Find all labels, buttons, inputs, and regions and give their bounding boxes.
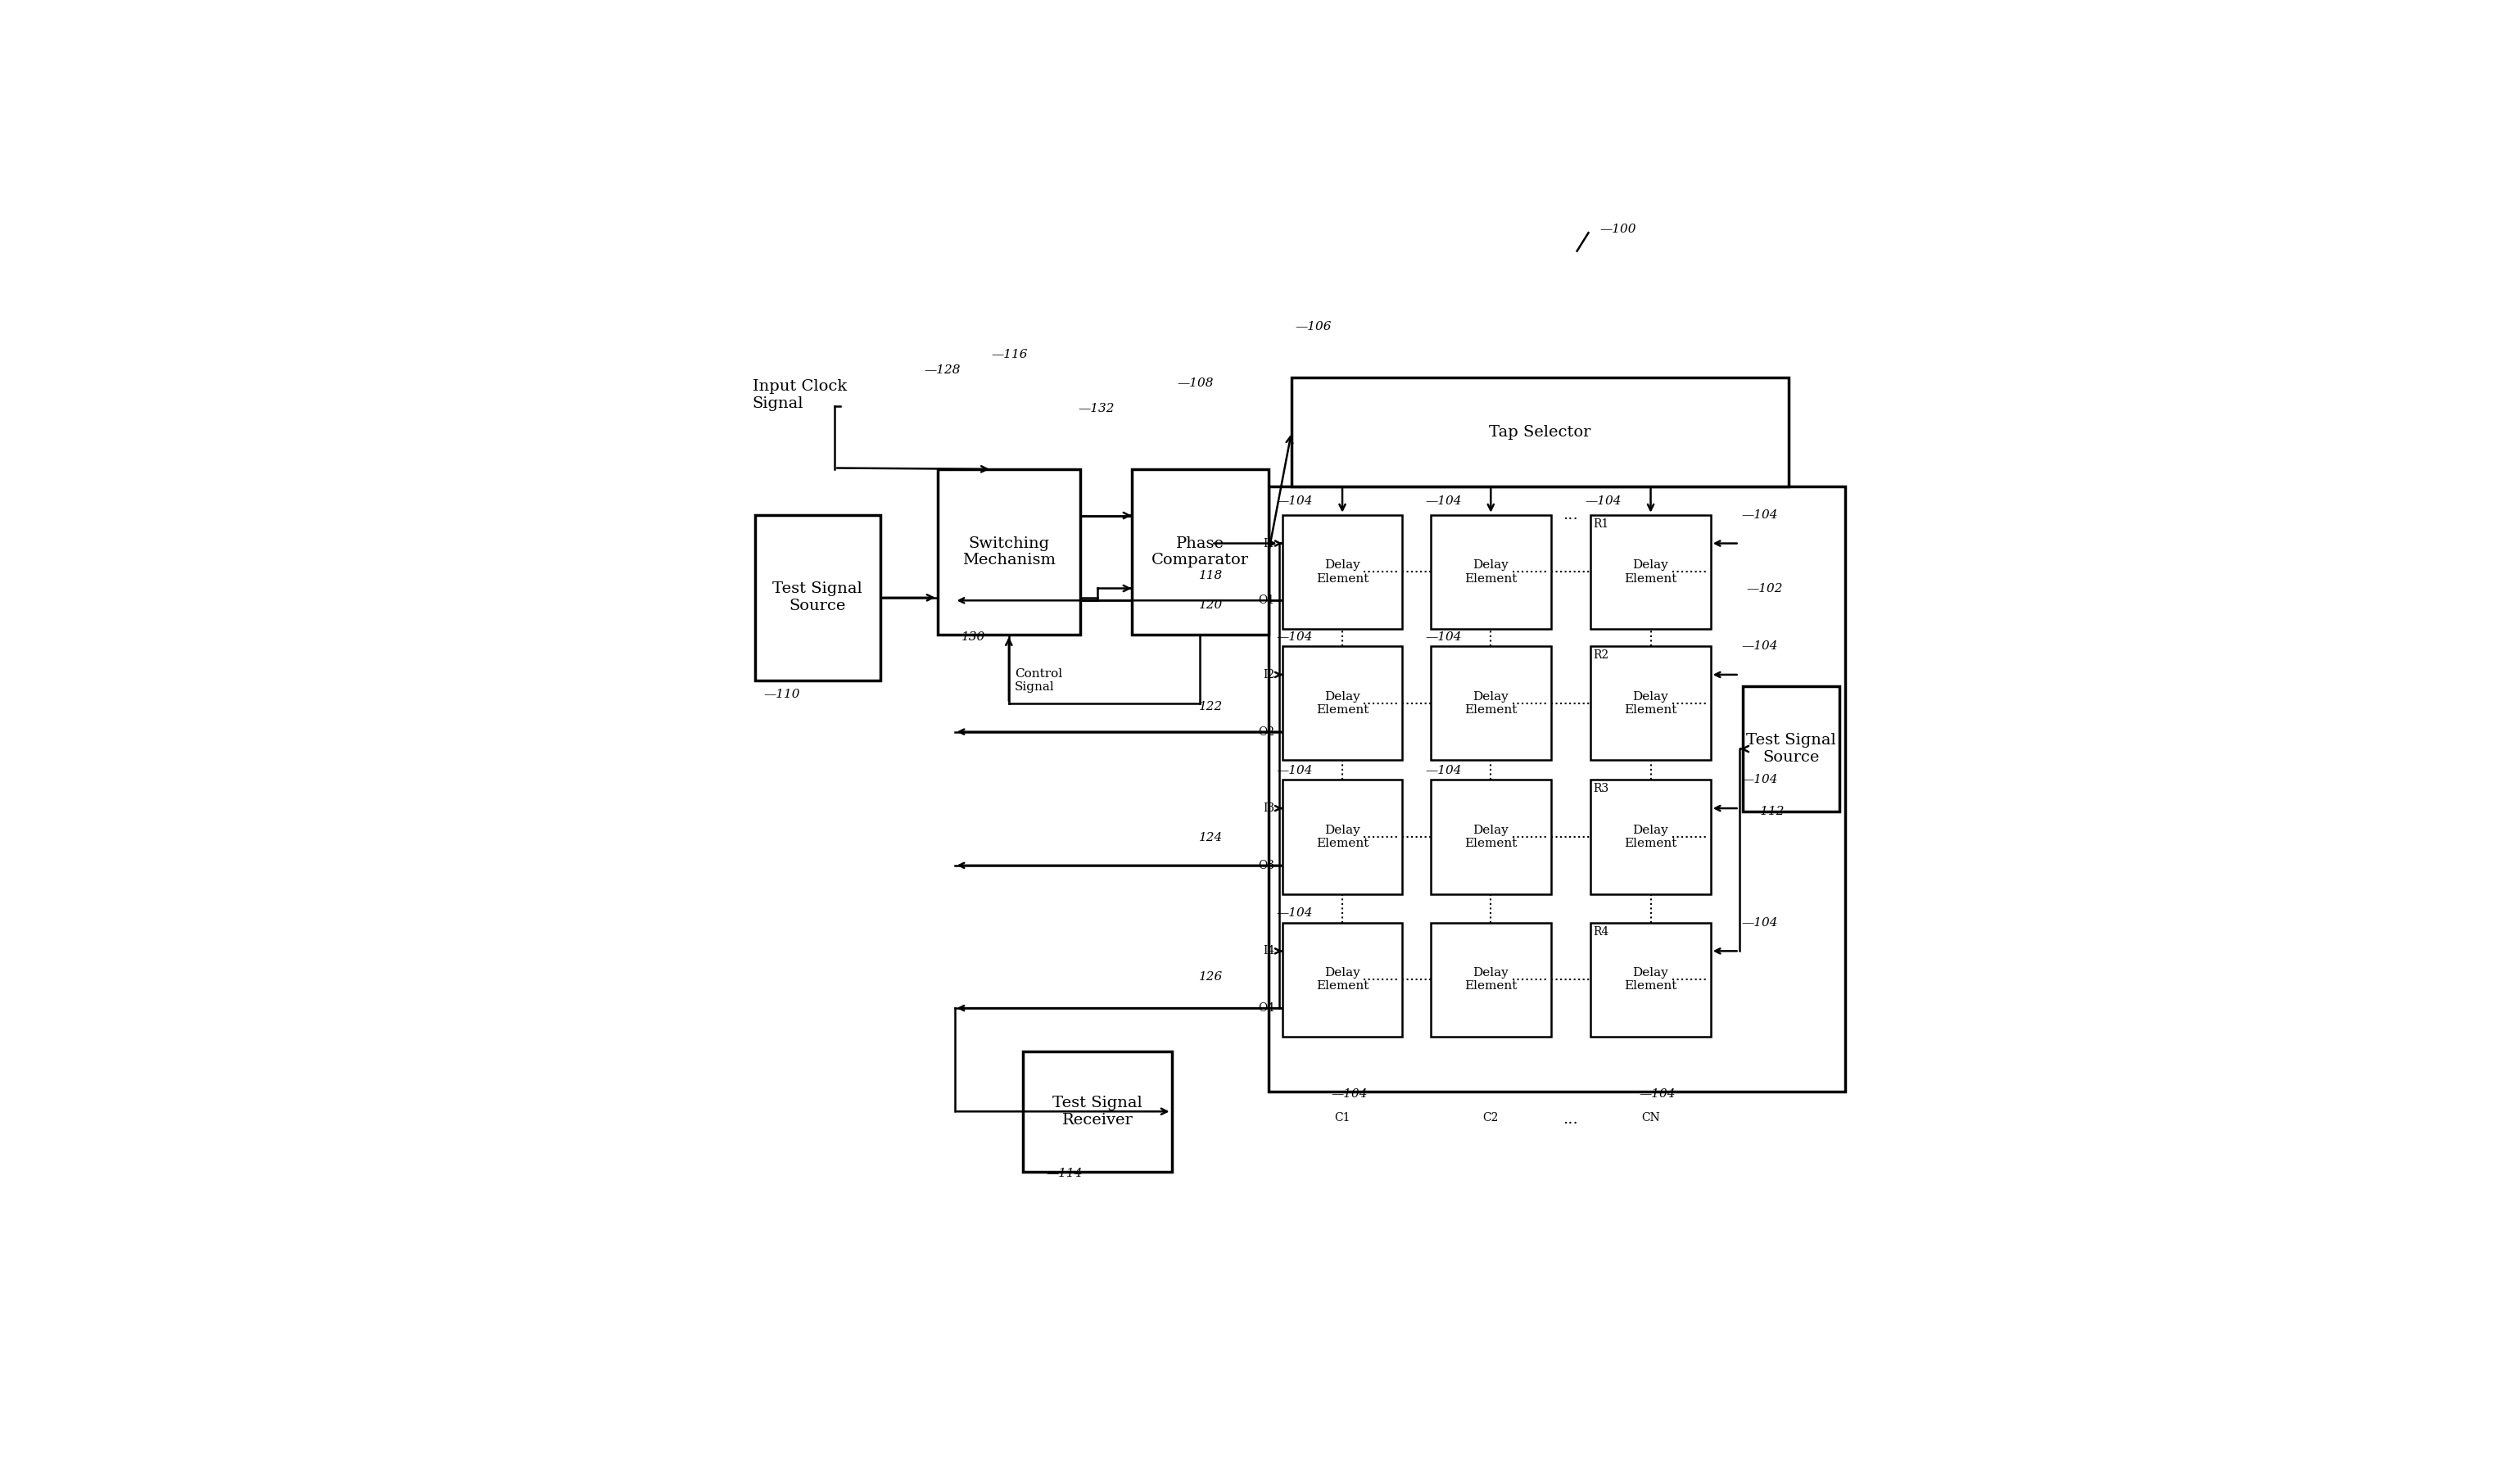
Text: Delay
Element: Delay Element bbox=[1464, 559, 1517, 584]
Text: CN: CN bbox=[1641, 1112, 1661, 1124]
FancyBboxPatch shape bbox=[937, 469, 1081, 635]
FancyBboxPatch shape bbox=[1023, 1051, 1172, 1172]
Text: —108: —108 bbox=[1177, 378, 1215, 389]
Text: R4: R4 bbox=[1593, 925, 1608, 937]
Text: Test Signal
Source: Test Signal Source bbox=[774, 581, 862, 614]
Text: Delay
Element: Delay Element bbox=[1625, 825, 1676, 850]
FancyBboxPatch shape bbox=[1283, 647, 1401, 761]
Text: —104: —104 bbox=[1741, 641, 1779, 653]
Text: —104: —104 bbox=[1278, 765, 1313, 776]
Text: —128: —128 bbox=[925, 363, 960, 375]
Text: R1: R1 bbox=[1593, 518, 1608, 529]
FancyBboxPatch shape bbox=[756, 515, 879, 681]
Text: O3: O3 bbox=[1257, 860, 1275, 871]
FancyBboxPatch shape bbox=[1431, 922, 1550, 1037]
Text: 122: 122 bbox=[1200, 701, 1222, 712]
Text: 124: 124 bbox=[1200, 832, 1222, 844]
Text: I3: I3 bbox=[1263, 802, 1275, 814]
Text: —104: —104 bbox=[1426, 765, 1462, 776]
FancyBboxPatch shape bbox=[1590, 922, 1711, 1037]
Text: Tap Selector: Tap Selector bbox=[1489, 424, 1590, 439]
Text: —104: —104 bbox=[1741, 916, 1779, 928]
Text: Delay
Element: Delay Element bbox=[1625, 559, 1676, 584]
Text: ...: ... bbox=[1562, 507, 1578, 522]
Text: 118: 118 bbox=[1200, 569, 1222, 581]
Text: O4: O4 bbox=[1257, 1003, 1275, 1014]
Text: —104: —104 bbox=[1426, 632, 1462, 642]
Text: Delay
Element: Delay Element bbox=[1464, 967, 1517, 992]
Text: —132: —132 bbox=[1079, 403, 1114, 414]
FancyBboxPatch shape bbox=[1431, 647, 1550, 761]
Text: —102: —102 bbox=[1746, 583, 1782, 595]
Text: —104: —104 bbox=[1638, 1089, 1676, 1099]
Text: Delay
Element: Delay Element bbox=[1625, 967, 1676, 992]
Text: O1: O1 bbox=[1257, 595, 1275, 607]
Text: —104: —104 bbox=[1278, 908, 1313, 919]
Text: —104: —104 bbox=[1331, 1089, 1368, 1099]
FancyBboxPatch shape bbox=[1283, 780, 1401, 894]
Text: —104: —104 bbox=[1278, 632, 1313, 642]
Text: I4: I4 bbox=[1263, 945, 1275, 957]
FancyBboxPatch shape bbox=[1431, 780, 1550, 894]
FancyBboxPatch shape bbox=[1590, 515, 1711, 629]
Text: —104: —104 bbox=[1741, 509, 1779, 521]
Text: Delay
Element: Delay Element bbox=[1315, 559, 1368, 584]
Text: —106: —106 bbox=[1295, 320, 1331, 332]
Text: —116: —116 bbox=[990, 349, 1028, 360]
Text: C2: C2 bbox=[1482, 1112, 1499, 1124]
Text: Delay
Element: Delay Element bbox=[1464, 691, 1517, 716]
Text: —104: —104 bbox=[1741, 774, 1779, 786]
Text: Delay
Element: Delay Element bbox=[1315, 825, 1368, 850]
Text: 126: 126 bbox=[1200, 971, 1222, 983]
Text: I1: I1 bbox=[1263, 538, 1275, 549]
Text: Delay
Element: Delay Element bbox=[1315, 691, 1368, 716]
FancyBboxPatch shape bbox=[1268, 486, 1845, 1091]
Text: ...: ... bbox=[1562, 1112, 1578, 1127]
FancyBboxPatch shape bbox=[1590, 647, 1711, 761]
Text: —110: —110 bbox=[764, 688, 801, 700]
Text: Test Signal
Source: Test Signal Source bbox=[1746, 733, 1837, 765]
Text: R3: R3 bbox=[1593, 783, 1608, 795]
FancyBboxPatch shape bbox=[1131, 469, 1268, 635]
Text: Phase
Comparator: Phase Comparator bbox=[1152, 535, 1250, 568]
Text: Delay
Element: Delay Element bbox=[1315, 967, 1368, 992]
Text: Delay
Element: Delay Element bbox=[1625, 691, 1676, 716]
Text: 120: 120 bbox=[1200, 599, 1222, 611]
Text: —104: —104 bbox=[1585, 495, 1620, 507]
Text: Control
Signal: Control Signal bbox=[1016, 667, 1061, 693]
Text: C1: C1 bbox=[1333, 1112, 1351, 1124]
Text: —104: —104 bbox=[1426, 495, 1462, 507]
Text: Switching
Mechanism: Switching Mechanism bbox=[963, 535, 1056, 568]
FancyBboxPatch shape bbox=[1590, 780, 1711, 894]
FancyBboxPatch shape bbox=[1283, 922, 1401, 1037]
Text: —104: —104 bbox=[1278, 495, 1313, 507]
Text: 130: 130 bbox=[963, 632, 985, 642]
Text: Test Signal
Receiver: Test Signal Receiver bbox=[1053, 1096, 1142, 1127]
Text: I2: I2 bbox=[1263, 669, 1275, 681]
Text: —100: —100 bbox=[1600, 224, 1635, 236]
FancyBboxPatch shape bbox=[1431, 515, 1550, 629]
Text: Delay
Element: Delay Element bbox=[1464, 825, 1517, 850]
Text: O2: O2 bbox=[1257, 727, 1275, 737]
FancyBboxPatch shape bbox=[1283, 515, 1401, 629]
Text: —112: —112 bbox=[1749, 805, 1784, 817]
FancyBboxPatch shape bbox=[1290, 378, 1789, 486]
FancyBboxPatch shape bbox=[1744, 687, 1840, 811]
Text: Input Clock
Signal: Input Clock Signal bbox=[753, 380, 847, 411]
Text: R2: R2 bbox=[1593, 650, 1608, 661]
Text: —114: —114 bbox=[1046, 1169, 1084, 1179]
